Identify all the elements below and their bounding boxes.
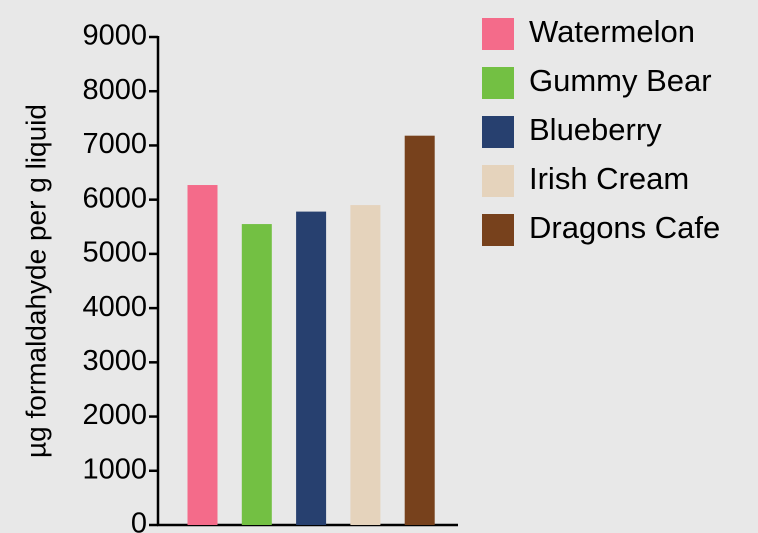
y-tick-label: 8000	[82, 74, 147, 106]
y-axis-label: µg formaldahyde per g liquid	[20, 104, 51, 458]
legend-label: Dragons Cafe	[529, 210, 720, 245]
y-tick-label: 7000	[82, 128, 147, 160]
y-tick-label: 4000	[82, 291, 147, 323]
legend-label: Gummy Bear	[529, 63, 712, 98]
y-tick-label: 3000	[82, 345, 147, 377]
bar	[350, 205, 381, 526]
y-tick-label: 9000	[82, 20, 147, 52]
bar	[296, 211, 327, 525]
y-tick-label: 5000	[82, 237, 147, 269]
legend-swatch	[482, 18, 514, 50]
legend-swatch	[482, 67, 514, 99]
y-tick-label: 2000	[82, 399, 147, 431]
legend-swatch	[482, 214, 514, 246]
y-tick-label: 6000	[82, 182, 147, 214]
bar	[241, 224, 272, 526]
y-tick-label: 1000	[82, 453, 147, 485]
legend-label: Watermelon	[529, 14, 695, 49]
y-tick-label: 0	[131, 508, 147, 533]
bar	[187, 185, 218, 525]
legend-label: Irish Cream	[529, 161, 689, 196]
bar	[404, 135, 435, 525]
legend-swatch	[482, 165, 514, 197]
legend-swatch	[482, 116, 514, 148]
legend-label: Blueberry	[529, 112, 662, 147]
